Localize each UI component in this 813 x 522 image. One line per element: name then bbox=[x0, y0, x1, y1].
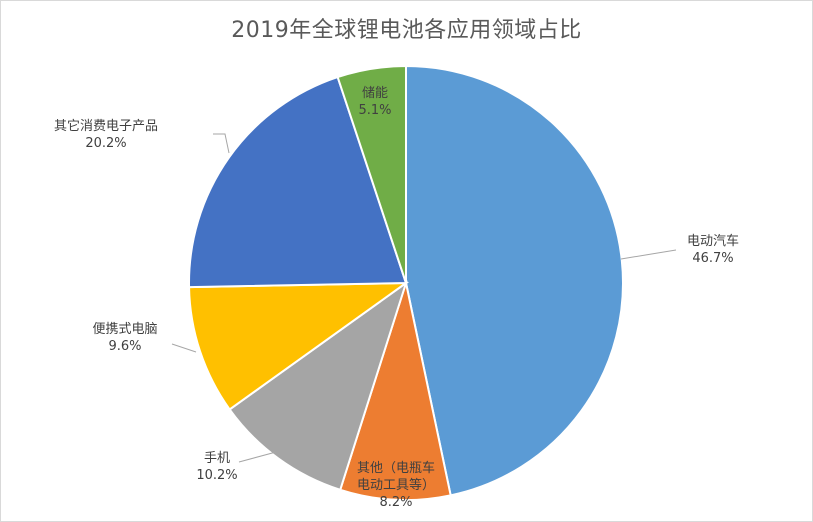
slice-category-label: 储能 bbox=[362, 86, 388, 101]
slice-value-label: 46.7% bbox=[692, 251, 733, 266]
chart-title: 2019年全球锂电池各应用领域占比 bbox=[231, 18, 582, 43]
slice-value-label: 5.1% bbox=[358, 103, 391, 118]
pie-slice bbox=[228, 280, 408, 492]
pie-slice bbox=[188, 75, 408, 289]
leader-lines bbox=[171, 133, 677, 463]
slice-category-label: 其它消费电子产品 bbox=[54, 118, 158, 134]
pie-slice bbox=[338, 279, 452, 501]
slice-value-label: 8.2% bbox=[379, 495, 412, 510]
slice-label: 其他（电瓶车电动工具等） 8.2% bbox=[357, 460, 435, 510]
leader-line bbox=[238, 451, 277, 463]
slice-category-label: 便携式电脑 bbox=[92, 321, 157, 337]
pie-slices bbox=[188, 64, 624, 501]
pie-slice bbox=[336, 64, 407, 284]
slice-label: 其它消费电子产品 20.2% bbox=[54, 118, 158, 151]
slice-category-label: 电动汽车 bbox=[687, 233, 739, 249]
slice-category-label: 手机 bbox=[204, 451, 230, 466]
pie-slice bbox=[188, 281, 410, 411]
slice-value-label: 20.2% bbox=[85, 136, 126, 151]
slice-label: 储能 5.1% bbox=[358, 86, 391, 118]
slice-category-label: 其他（电瓶车 bbox=[357, 460, 435, 476]
slice-label: 电动汽车 46.7% bbox=[687, 233, 739, 266]
slice-category-label: 电动工具等） bbox=[357, 477, 435, 493]
slice-label: 便携式电脑 9.6% bbox=[92, 321, 157, 354]
leader-line bbox=[171, 343, 197, 353]
leader-line bbox=[620, 249, 677, 260]
data-labels: 电动汽车 46.7% 其他（电瓶车电动工具等） 8.2% 手机 10.2% 便携式电脑 9.6… bbox=[54, 86, 739, 510]
slice-value-label: 10.2% bbox=[196, 468, 237, 483]
pie-slice bbox=[405, 64, 624, 497]
slice-value-label: 9.6% bbox=[108, 339, 141, 354]
leader-line bbox=[213, 133, 230, 154]
slice-label: 手机 10.2% bbox=[196, 451, 237, 483]
